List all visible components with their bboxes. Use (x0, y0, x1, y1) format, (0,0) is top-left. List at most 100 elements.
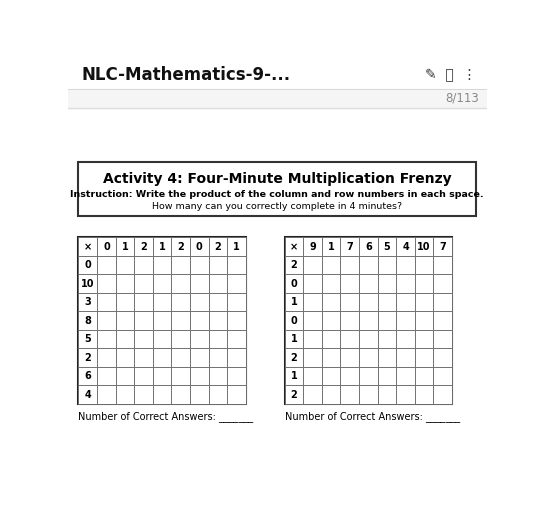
Bar (396, 348, 415, 367)
Bar (285, 237, 452, 404)
Bar (340, 385, 359, 404)
Text: 5: 5 (84, 334, 91, 344)
Bar (433, 293, 452, 311)
Bar (97, 237, 116, 256)
Bar (303, 256, 322, 275)
Bar (190, 293, 209, 311)
Bar (227, 237, 246, 256)
Bar (433, 330, 452, 348)
Bar (415, 385, 433, 404)
Bar (227, 330, 246, 348)
Bar (97, 348, 116, 367)
Bar (116, 256, 134, 275)
Bar (285, 311, 303, 330)
Bar (78, 275, 97, 293)
Bar (340, 237, 359, 256)
Bar (116, 275, 134, 293)
Bar (97, 330, 116, 348)
Bar (340, 275, 359, 293)
Bar (116, 293, 134, 311)
Bar (415, 367, 433, 385)
Bar (78, 237, 246, 404)
Bar (396, 367, 415, 385)
Bar (209, 311, 227, 330)
Bar (134, 237, 153, 256)
Bar (227, 275, 246, 293)
Bar (209, 293, 227, 311)
Text: 2: 2 (177, 241, 184, 252)
Bar (285, 293, 303, 311)
Bar (209, 385, 227, 404)
Bar (227, 256, 246, 275)
Bar (285, 348, 303, 367)
Bar (322, 367, 340, 385)
Bar (378, 293, 396, 311)
Text: 10: 10 (81, 279, 95, 288)
Bar (153, 348, 171, 367)
Bar (134, 311, 153, 330)
Bar (396, 330, 415, 348)
Bar (396, 311, 415, 330)
Bar (285, 275, 303, 293)
Bar (78, 293, 97, 311)
Bar (340, 330, 359, 348)
Text: 0: 0 (291, 316, 298, 326)
Bar (322, 330, 340, 348)
Text: 1: 1 (233, 241, 240, 252)
Text: 0: 0 (291, 279, 298, 288)
Bar (190, 367, 209, 385)
Bar (209, 237, 227, 256)
Bar (322, 385, 340, 404)
Text: Number of Correct Answers: _______: Number of Correct Answers: _______ (78, 411, 254, 423)
Bar (153, 330, 171, 348)
Bar (227, 311, 246, 330)
Bar (415, 348, 433, 367)
Text: 0: 0 (103, 241, 110, 252)
Bar (78, 162, 476, 216)
Text: 2: 2 (84, 352, 91, 363)
Bar (134, 256, 153, 275)
Bar (153, 367, 171, 385)
Bar (359, 330, 378, 348)
Bar (190, 385, 209, 404)
Text: Number of Correct Answers: _______: Number of Correct Answers: _______ (285, 411, 460, 423)
Text: 2: 2 (291, 260, 298, 270)
Bar (116, 330, 134, 348)
Bar (359, 367, 378, 385)
Bar (359, 311, 378, 330)
Bar (285, 256, 303, 275)
Bar (433, 367, 452, 385)
Bar (322, 237, 340, 256)
Bar (378, 275, 396, 293)
Bar (415, 293, 433, 311)
Bar (227, 367, 246, 385)
Bar (153, 293, 171, 311)
Bar (134, 367, 153, 385)
Text: 4: 4 (84, 390, 91, 399)
Bar (433, 385, 452, 404)
Text: 1: 1 (291, 371, 298, 381)
Bar (378, 237, 396, 256)
Bar (209, 275, 227, 293)
Text: 2: 2 (140, 241, 147, 252)
Bar (340, 348, 359, 367)
Bar (415, 311, 433, 330)
Text: How many can you correctly complete in 4 minutes?: How many can you correctly complete in 4… (152, 202, 403, 211)
Text: 2: 2 (291, 352, 298, 363)
Bar (396, 237, 415, 256)
Text: Activity 4: Four-Minute Multiplication Frenzy: Activity 4: Four-Minute Multiplication F… (103, 172, 452, 186)
Bar (78, 367, 97, 385)
Text: 1: 1 (328, 241, 334, 252)
Bar (359, 385, 378, 404)
Text: 9: 9 (309, 241, 316, 252)
Bar (134, 293, 153, 311)
Bar (190, 275, 209, 293)
Bar (359, 348, 378, 367)
Bar (171, 256, 190, 275)
Bar (303, 311, 322, 330)
Bar (227, 385, 246, 404)
Bar (97, 256, 116, 275)
Bar (285, 385, 303, 404)
Bar (322, 256, 340, 275)
Bar (68, 89, 487, 108)
